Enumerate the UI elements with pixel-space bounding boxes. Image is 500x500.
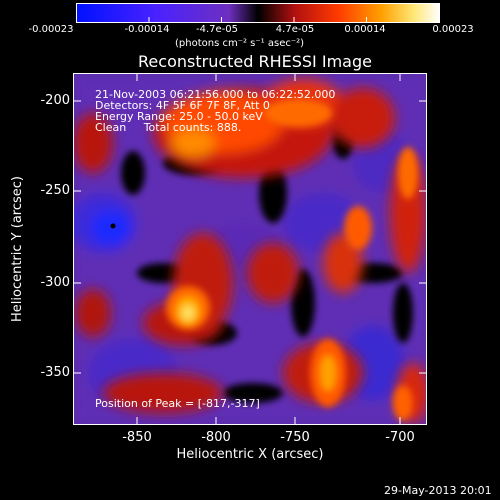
y-tick-label: -250 [40,183,70,198]
info-detectors: Detectors: 4F 5F 6F 7F 8F, Att 0 [95,99,270,112]
plot-frame [73,73,427,425]
colorbar-tick-label: -4.7e-05 [196,24,238,35]
y-axis-label: Heliocentric Y (arcsec) [10,176,25,322]
x-tick-label: -750 [280,430,310,445]
info-total-counts: Clean Total counts: 888. [95,121,242,134]
y-tick-label: -300 [40,275,70,290]
footer-date: 29-May-2013 20:01 [384,484,492,497]
colorbar [76,3,440,23]
rhessi-image [73,73,427,425]
axis-tick-marks [73,73,427,425]
x-tick-label: -700 [385,430,415,445]
y-tick-label: -350 [40,365,70,380]
colorbar-tick-label: -0.00014 [124,24,170,35]
colorbar-tick-label: -0.00023 [28,24,74,35]
colorbar-units: (photons cm⁻² s⁻¹ asec⁻²) [175,38,305,49]
colorbar-tick-label: 0.00014 [344,24,386,35]
image-bright-sources [166,99,418,421]
x-axis-label: Heliocentric X (arcsec) [176,447,324,462]
colorbar-tick-label: 4.7e-05 [275,24,315,35]
plot-title: Reconstructed RHESSI Image [138,52,372,71]
colorbar-tick-label: 0.00023 [432,24,474,35]
x-tick-label: -850 [122,430,152,445]
y-tick-label: -200 [40,93,70,108]
peak-marker [110,223,116,229]
colorbar-gradient [76,3,440,23]
x-tick-label: -800 [201,430,231,445]
peak-position-label: Position of Peak = [-817,-317] [95,397,260,410]
info-energy-range: Energy Range: 25.0 - 50.0 keV [95,110,263,123]
info-time-range: 21-Nov-2003 06:21:56.000 to 06:22:52.000 [95,88,336,101]
